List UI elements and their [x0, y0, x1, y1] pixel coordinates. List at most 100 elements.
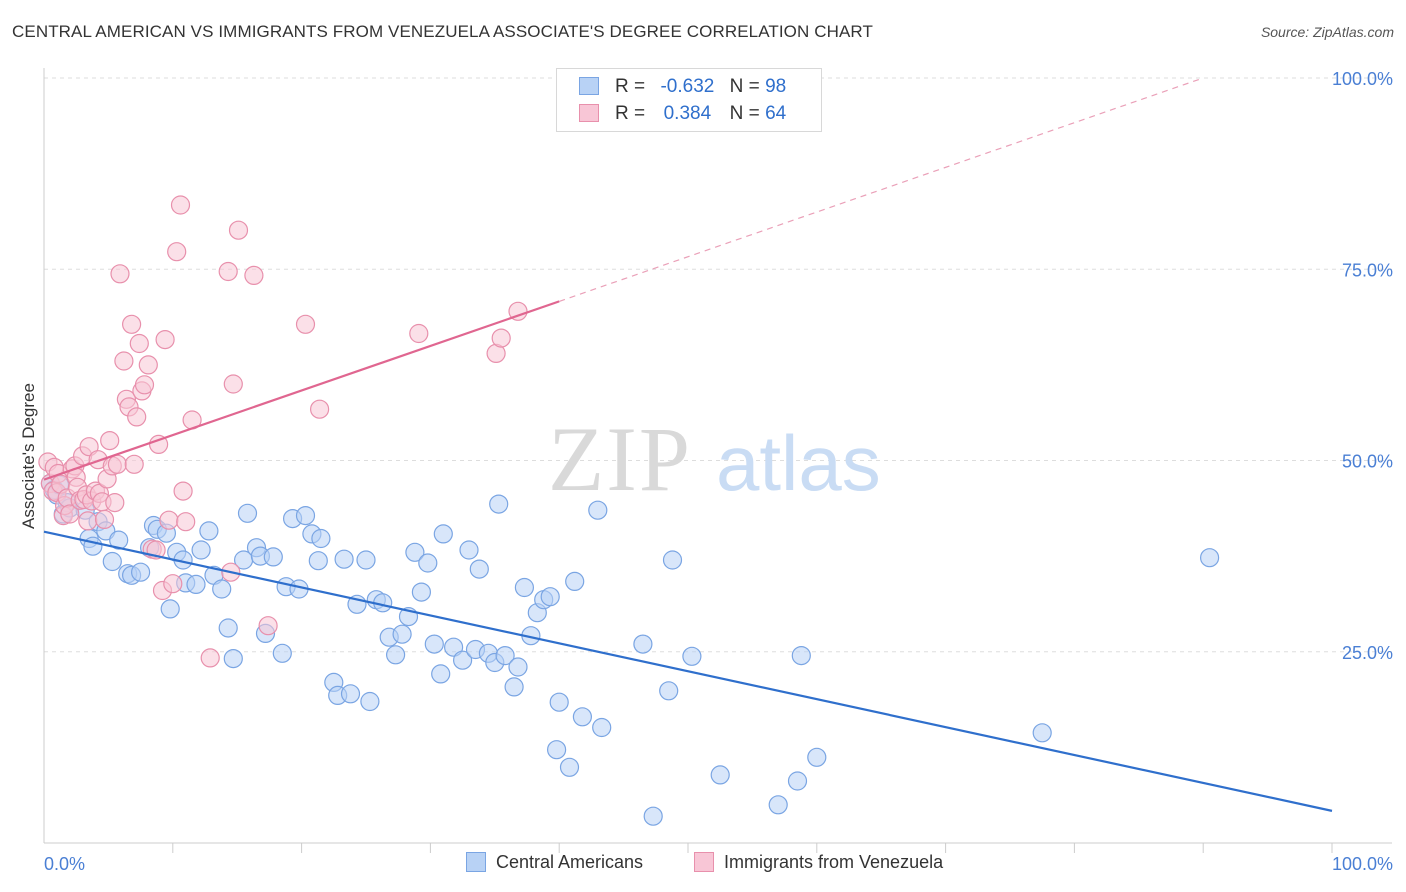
bottom-legend-immigrants-from-venezuela: Immigrants from Venezuela [694, 852, 943, 873]
point-immigrants-from-venezuela [173, 481, 193, 501]
point-central-americans [710, 765, 730, 785]
point-immigrants-from-venezuela [310, 399, 330, 419]
point-central-americans [514, 577, 535, 598]
point-central-americans [392, 624, 412, 644]
point-immigrants-from-venezuela [127, 407, 147, 427]
point-central-americans [592, 717, 612, 738]
point-immigrants-from-venezuela [409, 323, 429, 344]
legend-swatch-pink [579, 104, 599, 122]
point-central-americans [459, 540, 479, 560]
source-credit: Source: ZipAtlas.com [1260, 24, 1394, 40]
point-immigrants-from-venezuela [78, 511, 98, 531]
legend-n-label: N = [729, 76, 760, 97]
point-central-americans [469, 559, 489, 579]
point-central-americans [559, 757, 580, 777]
trend-lines [43, 77, 1333, 812]
point-immigrants-from-venezuela [105, 493, 125, 513]
series-immigrants-from-venezuela [38, 195, 528, 668]
y-tick-label: 100.0% [1332, 69, 1393, 89]
point-central-americans [109, 530, 129, 550]
point-central-americans [199, 521, 219, 541]
point-central-americans [540, 587, 560, 607]
point-immigrants-from-venezuela [122, 314, 142, 334]
point-central-americans [682, 646, 702, 666]
point-immigrants-from-venezuela [155, 330, 175, 350]
y-tick-label: 25.0% [1342, 643, 1393, 663]
point-central-americans [633, 634, 653, 654]
point-central-americans [405, 542, 425, 562]
point-central-americans [508, 657, 528, 677]
point-immigrants-from-venezuela [110, 264, 130, 284]
y-tick-label: 75.0% [1342, 260, 1393, 280]
point-immigrants-from-venezuela [129, 333, 149, 354]
point-immigrants-from-venezuela [124, 454, 144, 474]
point-central-americans [424, 634, 444, 654]
point-immigrants-from-venezuela [244, 265, 264, 285]
point-immigrants-from-venezuela [295, 314, 316, 334]
point-central-americans [549, 692, 569, 712]
point-central-americans [1032, 723, 1052, 743]
point-immigrants-from-venezuela [163, 574, 183, 594]
watermark-atlas: atlas [716, 419, 881, 507]
x-tick-label-min: 0.0% [44, 854, 85, 874]
point-central-americans [411, 582, 431, 602]
point-central-americans [418, 553, 438, 573]
bottom-legend-label: Central Americans [496, 852, 644, 872]
watermark: ZIP atlas [548, 408, 881, 510]
point-central-americans [504, 677, 524, 697]
tick-labels: 100.0% 75.0% 50.0% 25.0% 0.0% 100.0% [44, 69, 1393, 874]
point-central-americans [787, 771, 808, 791]
trend-extension-immigrants-from-venezuela [559, 77, 1204, 302]
correlation-legend: R = -0.632 N = 98 R = 0.384 N = 64 [556, 68, 822, 132]
point-immigrants-from-venezuela [491, 328, 511, 348]
point-central-americans [643, 806, 663, 826]
bottom-legend-central-americans: Central Americans [466, 852, 643, 873]
point-central-americans [791, 645, 811, 666]
point-central-americans [431, 664, 451, 684]
series-central-americans [40, 473, 1220, 826]
point-central-americans [453, 650, 473, 670]
point-immigrants-from-venezuela [94, 509, 115, 530]
bottom-legend-swatch-pink [694, 852, 714, 872]
point-immigrants-from-venezuela [134, 375, 155, 395]
point-central-americans [340, 684, 361, 704]
point-central-americans [565, 571, 585, 592]
point-immigrants-from-venezuela [114, 351, 134, 371]
point-immigrants-from-venezuela [79, 437, 99, 457]
point-central-americans [334, 549, 354, 569]
legend-n-label: N = [729, 103, 760, 124]
legend-n-value: 64 [765, 103, 787, 124]
trend-line-central-americans [43, 530, 1333, 812]
point-central-americans [186, 574, 206, 595]
point-immigrants-from-venezuela [223, 374, 243, 394]
point-central-americans [489, 494, 509, 514]
legend-r-label: R = [615, 76, 646, 97]
point-immigrants-from-venezuela [218, 261, 238, 282]
bottom-legend-label: Immigrants from Venezuela [724, 852, 944, 872]
point-central-americans [223, 648, 243, 669]
point-central-americans [191, 540, 211, 560]
trend-line-immigrants-from-venezuela [43, 300, 560, 481]
point-central-americans [237, 503, 258, 523]
point-central-americans [308, 551, 328, 571]
point-central-americans [356, 550, 376, 570]
point-central-americans [272, 643, 292, 663]
point-immigrants-from-venezuela [159, 510, 179, 530]
point-central-americans [768, 795, 788, 815]
point-immigrants-from-venezuela [167, 242, 187, 262]
point-central-americans [295, 505, 316, 526]
point-immigrants-from-venezuela [200, 648, 220, 668]
point-central-americans [360, 691, 380, 712]
legend-r-value: -0.632 [660, 76, 715, 97]
point-immigrants-from-venezuela [149, 434, 169, 454]
point-immigrants-from-venezuela [100, 431, 120, 451]
point-central-americans [263, 547, 283, 567]
legend-r-label: R = [615, 103, 646, 124]
point-central-americans [131, 562, 151, 582]
point-immigrants-from-venezuela [508, 301, 528, 321]
point-central-americans [546, 740, 567, 760]
y-axis-label: Associate's Degree [19, 383, 38, 529]
point-immigrants-from-venezuela [228, 220, 249, 240]
legend-swatch-blue [579, 77, 599, 95]
